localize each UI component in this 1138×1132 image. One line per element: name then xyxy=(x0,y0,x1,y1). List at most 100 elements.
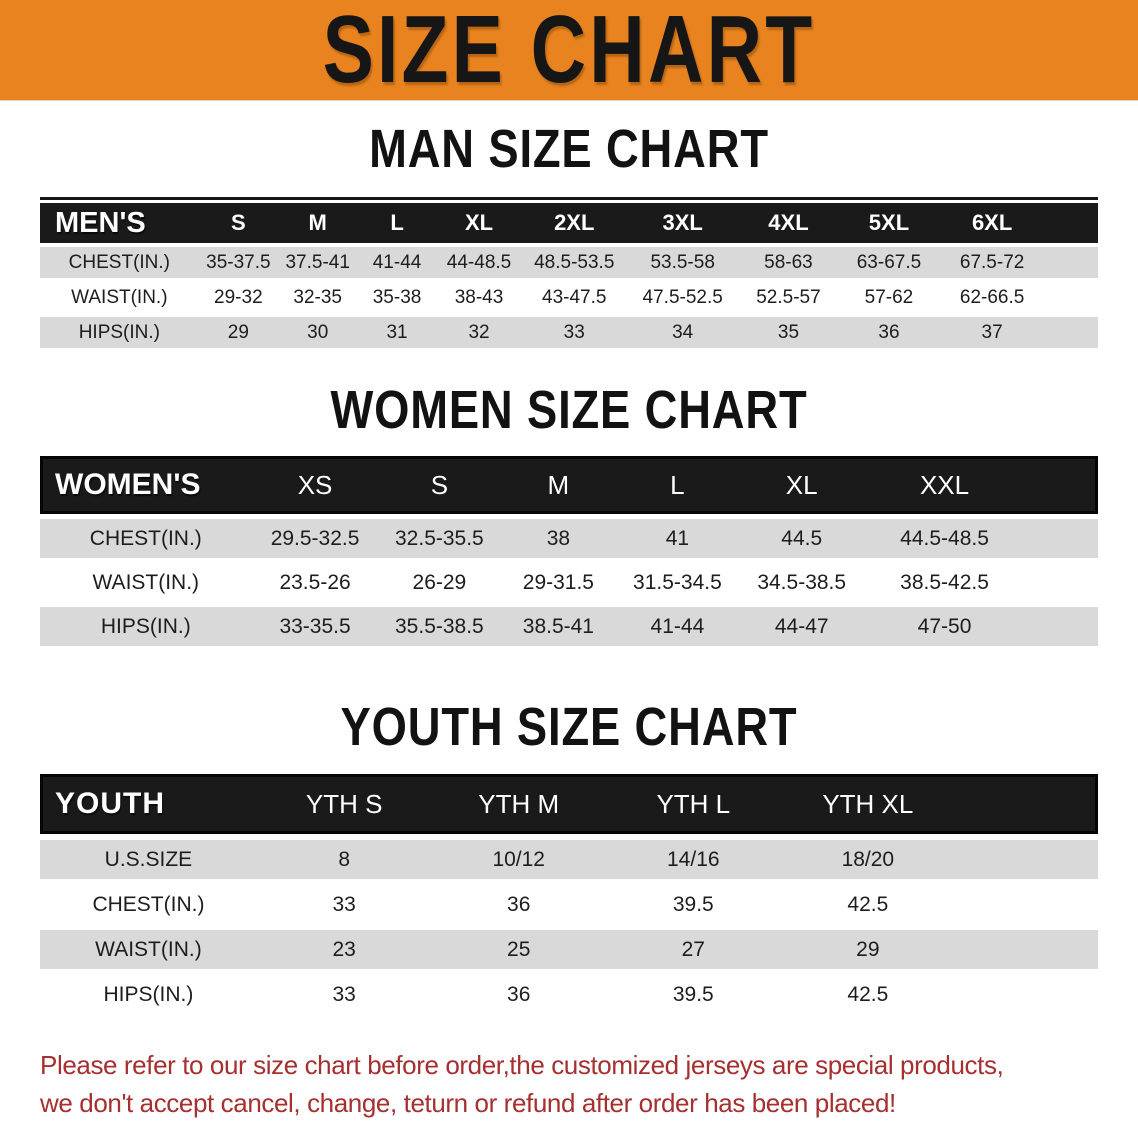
row-label: CHEST(IN.) xyxy=(92,892,205,916)
row-label: CHEST(IN.) xyxy=(89,526,202,550)
table-cell: 63-67.5 xyxy=(856,251,922,273)
column-header: XL xyxy=(464,210,494,235)
banner: SIZE CHART xyxy=(0,0,1138,101)
table-cell: 38.5-42.5 xyxy=(900,570,989,594)
row-label: WAIST(IN.) xyxy=(95,937,202,961)
table-cell: 29.5-32.5 xyxy=(270,526,360,550)
table-cell: 41 xyxy=(665,526,690,550)
table-cell: 33 xyxy=(563,321,585,343)
man-size-chart-heading: MAN SIZE CHART xyxy=(369,119,769,179)
row-label: HIPS(IN.) xyxy=(78,321,160,343)
table-cell: 32 xyxy=(468,321,490,343)
table-cell: 30 xyxy=(307,321,329,343)
table-cell: 35-38 xyxy=(372,286,422,308)
table-cell: 52.5-57 xyxy=(756,286,821,308)
table-cell: 29-31.5 xyxy=(522,570,594,594)
table-cell: 27 xyxy=(681,937,705,961)
table-header-row: MEN'S S M L XL 2XL 3XL 4XL 5XL 6XL xyxy=(40,203,1098,243)
table-row: CHEST(IN.) 35-37.5 37.5-41 41-44 44-48.5 48.5… xyxy=(40,247,1098,278)
row-label: HIPS(IN.) xyxy=(100,614,191,638)
table-cell: 58-63 xyxy=(764,251,813,273)
table-cell: 32-35 xyxy=(293,286,342,308)
table-cell: 38.5-41 xyxy=(522,614,594,638)
table-row: WAIST(IN.) 29-32 32-35 35-38 38-43 43-47.5 47.… xyxy=(40,282,1098,313)
table-cell: 47.5-52.5 xyxy=(642,286,723,308)
table-corner-label: YOUTH xyxy=(55,787,165,820)
table-row: CHEST(IN.) 33 36 39.5 42.5 xyxy=(40,885,1098,924)
column-header: M xyxy=(308,210,327,235)
table-cell: 36 xyxy=(507,892,531,916)
table-row: U.S.SIZE 8 10/12 14/16 18/20 xyxy=(40,840,1098,879)
column-header: L xyxy=(670,469,685,500)
table-row: HIPS(IN.) 33-35.5 35.5-38.5 38.5-41 41-44 44-… xyxy=(40,607,1098,646)
table-cell: 41-44 xyxy=(372,251,422,273)
note-line-1: Please refer to our size chart before or… xyxy=(40,1050,1004,1080)
order-note: Please refer to our size chart before or… xyxy=(40,1046,1098,1122)
column-header: YTH M xyxy=(478,788,560,819)
table-cell: 39.5 xyxy=(672,982,714,1006)
womens-size-table: WOMEN'S XS S M L XL XXL CHEST(IN.) 29.5-32.5 32.5… xyxy=(40,456,1098,646)
table-cell: 34.5-38.5 xyxy=(757,570,847,594)
table-cell: 29 xyxy=(227,321,249,343)
mens-size-table: MEN'S S M L XL 2XL 3XL 4XL 5XL 6XL CHEST(IN.) 35-37… xyxy=(40,197,1098,348)
table-cell: 47-50 xyxy=(917,614,972,638)
row-label: CHEST(IN.) xyxy=(68,251,170,273)
table-row: HIPS(IN.) 33 36 39.5 42.5 xyxy=(40,975,1098,1014)
table-cell: 44-47 xyxy=(774,614,829,638)
table-row: CHEST(IN.) 29.5-32.5 32.5-35.5 38 41 44.5 44.5… xyxy=(40,519,1098,558)
table-cell: 42.5 xyxy=(847,892,889,916)
column-header: 2XL xyxy=(554,210,595,235)
table-cell: 36 xyxy=(507,982,531,1006)
table-cell: 23 xyxy=(332,937,356,961)
column-header: S xyxy=(231,210,246,235)
table-cell: 33 xyxy=(332,982,356,1006)
table-cell: 35.5-38.5 xyxy=(395,614,484,638)
table-row: WAIST(IN.) 23 25 27 29 xyxy=(40,930,1098,969)
table-cell: 32.5-35.5 xyxy=(395,526,484,550)
table-cell: 53.5-58 xyxy=(650,251,715,273)
column-header: YTH L xyxy=(656,788,731,819)
table-cell: 10/12 xyxy=(492,847,545,871)
table-cell: 44.5 xyxy=(781,526,823,550)
table-cell: 8 xyxy=(338,847,350,871)
column-header: XXL xyxy=(919,469,970,500)
table-corner-label: WOMEN'S xyxy=(55,468,201,501)
column-header: 3XL xyxy=(662,210,703,235)
table-cell: 37.5-41 xyxy=(285,251,350,273)
table-header-row: WOMEN'S XS S M L XL XXL xyxy=(40,456,1098,514)
table-cell: 41-44 xyxy=(650,614,705,638)
column-header: YTH XL xyxy=(822,788,914,819)
table-cell: 38 xyxy=(546,526,571,550)
table-cell: 35-37.5 xyxy=(206,251,271,273)
table-cell: 44-48.5 xyxy=(446,251,512,273)
table-cell: 57-62 xyxy=(864,286,914,308)
table-cell: 62-66.5 xyxy=(959,286,1025,308)
table-cell: 67.5-72 xyxy=(959,251,1025,273)
table-cell: 29-32 xyxy=(214,286,263,308)
table-cell: 37 xyxy=(981,321,1003,343)
table-cell: 33 xyxy=(332,892,356,916)
youth-size-table: YOUTH YTH S YTH M YTH L YTH XL U.S.SIZE 8 10/12… xyxy=(40,774,1098,1014)
column-header: M xyxy=(547,469,570,500)
column-header: S xyxy=(430,469,449,500)
table-cell: 38-43 xyxy=(454,286,504,308)
row-label: WAIST(IN.) xyxy=(71,286,168,308)
table-corner-label: MEN'S xyxy=(55,206,146,239)
table-cell: 33-35.5 xyxy=(279,614,351,638)
table-cell: 35 xyxy=(777,321,800,343)
table-cell: 31 xyxy=(386,321,408,343)
table-cell: 43-47.5 xyxy=(542,286,607,308)
row-label: HIPS(IN.) xyxy=(103,982,194,1006)
column-header: 5XL xyxy=(868,210,910,235)
table-header-row: YOUTH YTH S YTH M YTH L YTH XL xyxy=(40,774,1098,834)
table-cell: 25 xyxy=(507,937,531,961)
row-label: U.S.SIZE xyxy=(104,847,193,871)
table-cell: 36 xyxy=(878,321,900,343)
column-header: YTH S xyxy=(305,788,383,819)
table-cell: 14/16 xyxy=(667,847,720,871)
column-header: L xyxy=(390,210,404,235)
column-header: XS xyxy=(297,469,333,500)
table-row: HIPS(IN.) 29 30 31 32 33 34 35 36 37 xyxy=(40,317,1098,348)
banner-title: SIZE CHART xyxy=(322,0,816,103)
